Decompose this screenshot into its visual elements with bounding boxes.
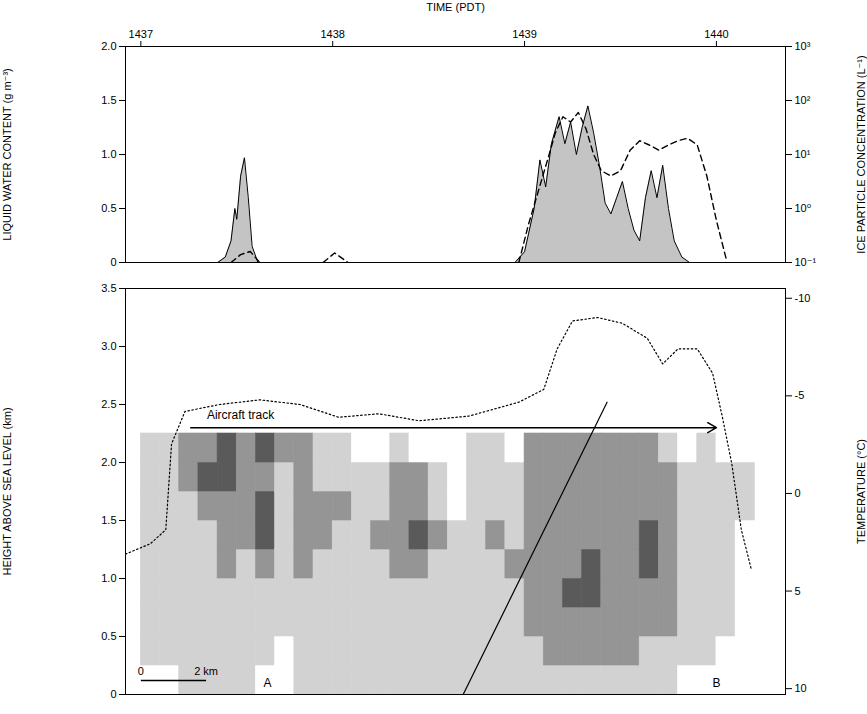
svg-text:0.5: 0.5 xyxy=(101,630,116,642)
svg-text:A: A xyxy=(263,676,271,690)
svg-text:0: 0 xyxy=(110,688,116,700)
svg-text:LIQUID WATER CONTENT (g m⁻³): LIQUID WATER CONTENT (g m⁻³) xyxy=(1,68,13,240)
svg-text:1.5: 1.5 xyxy=(101,94,116,106)
svg-text:0: 0 xyxy=(138,665,144,677)
svg-text:0.5: 0.5 xyxy=(101,202,116,214)
svg-text:10⁰: 10⁰ xyxy=(795,202,812,214)
svg-text:0: 0 xyxy=(110,256,116,268)
svg-text:ICE PARTICLE CONCENTRATION (L⁻: ICE PARTICLE CONCENTRATION (L⁻¹) xyxy=(855,55,867,253)
svg-text:-5: -5 xyxy=(795,389,805,401)
svg-text:1437: 1437 xyxy=(129,28,153,40)
svg-text:1438: 1438 xyxy=(320,28,344,40)
svg-text:3.0: 3.0 xyxy=(101,340,116,352)
svg-text:1.0: 1.0 xyxy=(101,572,116,584)
svg-text:1.0: 1.0 xyxy=(101,148,116,160)
svg-text:1440: 1440 xyxy=(704,28,728,40)
svg-text:B: B xyxy=(712,676,720,690)
svg-text:HEIGHT ABOVE SEA LEVEL (km): HEIGHT ABOVE SEA LEVEL (km) xyxy=(1,407,13,575)
svg-text:Aircraft track: Aircraft track xyxy=(207,408,275,422)
svg-text:5: 5 xyxy=(795,585,801,597)
svg-text:3.5: 3.5 xyxy=(101,282,116,294)
svg-text:10⁻¹: 10⁻¹ xyxy=(795,256,817,268)
svg-text:2.5: 2.5 xyxy=(101,398,116,410)
svg-text:-10: -10 xyxy=(795,292,811,304)
svg-text:10¹: 10¹ xyxy=(795,148,811,160)
svg-text:TIME (PDT): TIME (PDT) xyxy=(426,1,485,13)
svg-text:2 km: 2 km xyxy=(194,665,218,677)
svg-text:10³: 10³ xyxy=(795,40,811,52)
svg-text:10: 10 xyxy=(795,682,807,694)
svg-text:2.0: 2.0 xyxy=(101,40,116,52)
svg-text:0: 0 xyxy=(795,487,801,499)
svg-text:1.5: 1.5 xyxy=(101,514,116,526)
svg-text:10²: 10² xyxy=(795,94,811,106)
svg-text:2.0: 2.0 xyxy=(101,456,116,468)
svg-text:TEMPERATURE (°C): TEMPERATURE (°C) xyxy=(855,439,867,544)
svg-text:1439: 1439 xyxy=(512,28,536,40)
